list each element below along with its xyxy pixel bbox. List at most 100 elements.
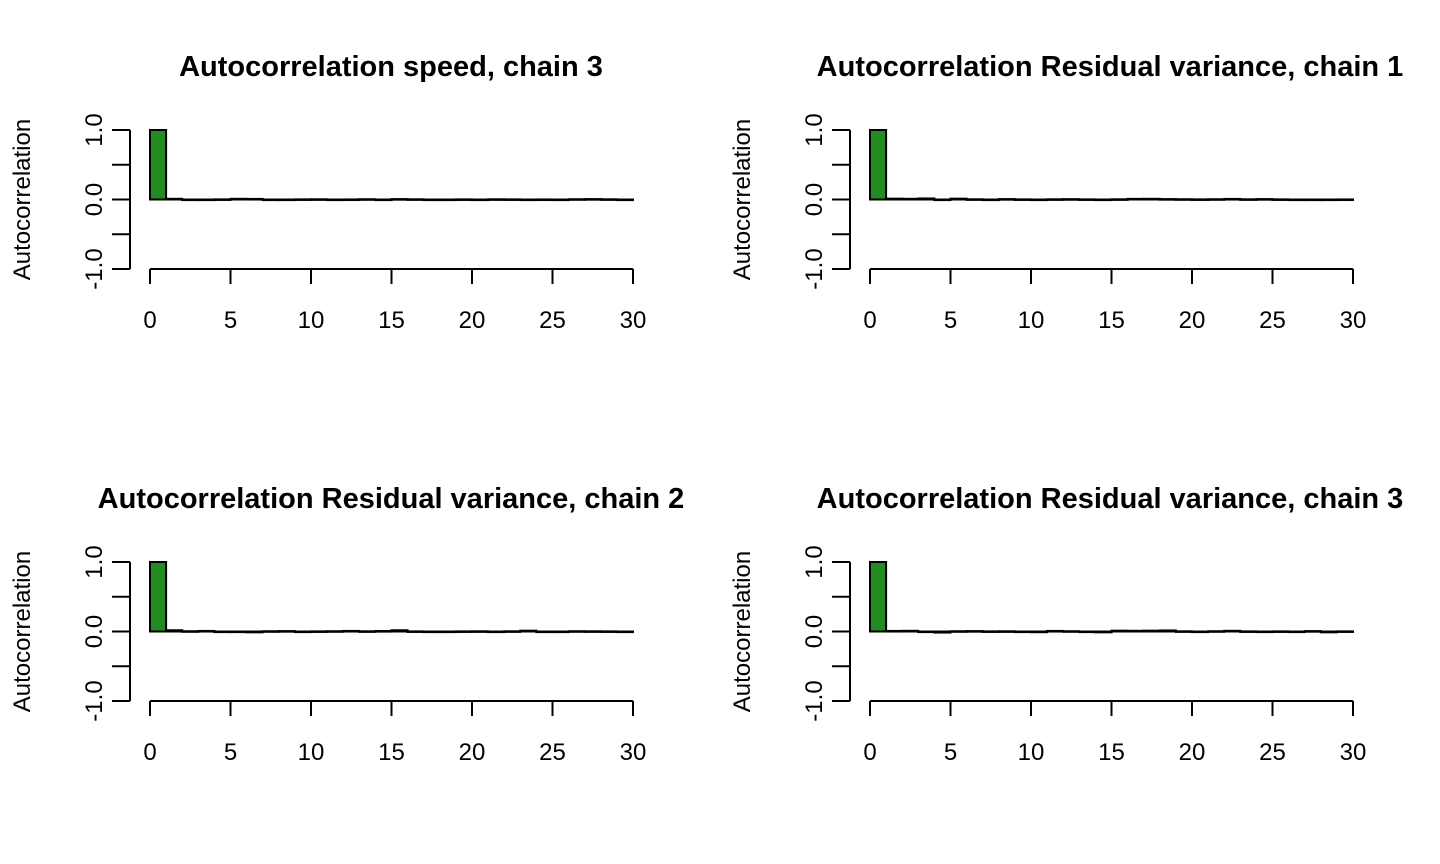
acf-bar: [981, 198, 1000, 202]
x-tick-label: 25: [1259, 739, 1286, 766]
acf-bar: [326, 198, 345, 202]
acf-bar: [567, 630, 586, 633]
acf-bar: [487, 630, 506, 634]
acf-bar: [1319, 630, 1338, 634]
acf-bar: [933, 198, 952, 202]
y-tick-label: -1.0: [801, 248, 828, 289]
acf-bar: [342, 629, 361, 633]
acf-bar: [374, 198, 393, 202]
acf-bar: [1174, 630, 1194, 633]
acf-bar: [261, 198, 280, 202]
acf-bar: [197, 629, 216, 633]
acf-bar: [165, 629, 184, 633]
acf-bar: [181, 630, 200, 633]
acf-bar: [535, 198, 554, 202]
acf-bar: [471, 630, 490, 633]
acf-bar: [1207, 630, 1226, 633]
acf-bar: [181, 198, 200, 202]
acf-bar: [1013, 630, 1033, 634]
acf-bar: [1078, 630, 1097, 634]
acf-bar: [1271, 630, 1290, 633]
acf-bar: [965, 198, 984, 201]
y-axis-label: Autocorrelation: [729, 551, 756, 712]
acf-bar: [1110, 629, 1129, 633]
acf-bar: [1255, 198, 1274, 201]
acf-bar: [1191, 630, 1210, 634]
acf-bar: [1046, 198, 1065, 201]
acf-bar: [519, 629, 538, 633]
y-tick-label: -1.0: [801, 680, 828, 721]
acf-bar: [1191, 198, 1210, 201]
acf-bar: [869, 129, 888, 201]
y-tick-label: 0.0: [81, 183, 108, 216]
acf-bar: [1126, 629, 1145, 633]
acf-bar: [245, 197, 264, 201]
acf-bar: [583, 198, 602, 201]
acf-bar: [390, 629, 409, 633]
x-tick-label: 20: [459, 739, 486, 766]
acf-bar: [1062, 630, 1081, 633]
acf-bar: [1287, 198, 1306, 202]
acf-bar: [901, 629, 920, 633]
x-tick-label: 25: [1259, 307, 1286, 334]
acf-bar: [454, 630, 473, 633]
acf-bar: [1223, 629, 1242, 633]
acf-bar: [149, 561, 168, 633]
acf-panel-speed-chain-3: Autocorrelation speed, chain 3 Autocorre…: [9, 51, 646, 334]
acf-bar: [438, 198, 457, 202]
x-tick-label: 0: [143, 739, 156, 766]
x-tick-label: 15: [1098, 739, 1125, 766]
x-tick-label: 5: [944, 307, 957, 334]
acf-bar: [965, 630, 984, 633]
acf-bar: [1030, 630, 1049, 634]
y-tick-label: -1.0: [81, 680, 108, 721]
x-tick-label: 20: [1179, 739, 1206, 766]
acf-bar: [599, 198, 618, 201]
acf-bar: [1030, 198, 1049, 202]
acf-bar: [551, 630, 570, 634]
acf-bar: [583, 630, 602, 633]
acf-bar: [997, 198, 1016, 201]
acf-bar: [1110, 198, 1129, 201]
acf-bar: [869, 561, 888, 633]
chart-title: Autocorrelation speed, chain 3: [179, 51, 603, 83]
y-tick-label: 0.0: [81, 615, 108, 648]
acf-bar: [1062, 198, 1081, 201]
x-tick-label: 5: [944, 739, 957, 766]
x-tick-label: 30: [1340, 307, 1367, 334]
acf-bar: [261, 630, 280, 633]
acf-bar: [358, 198, 377, 201]
x-tick-label: 30: [620, 739, 647, 766]
acf-bar: [1174, 198, 1194, 201]
y-axis-label: Autocorrelation: [9, 551, 36, 712]
y-tick-label: 1.0: [801, 545, 828, 578]
acf-bar: [519, 198, 538, 202]
acf-bar: [551, 198, 570, 202]
acf-bar: [1158, 629, 1177, 633]
acf-bar: [885, 197, 904, 201]
acf-panel-residual-variance-chain-3: Autocorrelation Residual variance, chain…: [729, 483, 1403, 766]
y-tick-label: 1.0: [801, 113, 828, 146]
y-axis-label: Autocorrelation: [729, 119, 756, 280]
acf-bar: [438, 630, 457, 634]
acf-bar: [293, 198, 312, 201]
acf-bar: [933, 630, 952, 634]
acf-bar: [487, 198, 506, 201]
x-tick-label: 0: [863, 739, 876, 766]
chart-title: Autocorrelation Residual variance, chain…: [98, 483, 685, 515]
x-tick-label: 20: [1179, 307, 1206, 334]
acf-bar: [197, 198, 216, 202]
acf-bar: [310, 198, 329, 201]
acf-bar: [1271, 198, 1290, 201]
acf-bar: [615, 630, 635, 634]
x-tick-label: 15: [378, 739, 405, 766]
acf-bar: [277, 198, 296, 202]
acf-bar: [422, 630, 441, 634]
acf-bar: [567, 198, 586, 201]
x-tick-label: 0: [143, 307, 156, 334]
y-tick-label: -1.0: [81, 248, 108, 289]
acf-bar: [165, 197, 184, 201]
acf-bar: [1158, 198, 1177, 201]
acf-bar: [229, 630, 248, 634]
acf-bar: [901, 197, 920, 201]
